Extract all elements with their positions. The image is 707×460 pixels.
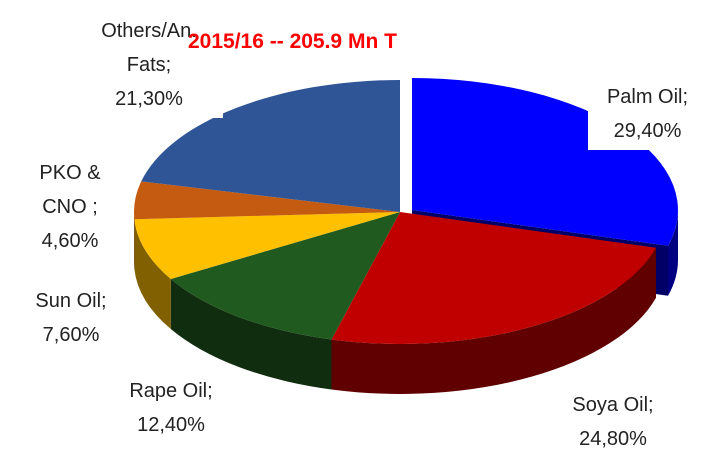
label-category: Others/An. Fats; (101, 20, 197, 76)
data-label: PKO & CNO ; 4,60% (16, 154, 124, 260)
slice (170, 212, 400, 340)
label-value: 21,30% (115, 88, 183, 110)
slice-side (134, 219, 171, 329)
label-value: 7,60% (42, 324, 100, 346)
slice-side (668, 210, 678, 296)
data-label: Palm Oil; 29,40% (588, 78, 707, 150)
label-category: Rape Oil; (129, 380, 213, 402)
data-label: Rape Oil; 12,40% (96, 372, 246, 444)
slice-side (170, 279, 332, 390)
data-label: Sun Oil; 7,60% (12, 282, 130, 354)
label-category: Soya Oil; (572, 394, 654, 416)
label-value: 29,40% (613, 120, 682, 142)
label-category: PKO & CNO ; (39, 162, 101, 218)
label-category: Palm Oil; (606, 86, 689, 108)
label-category: Sun Oil; (35, 290, 107, 312)
slice-side (331, 247, 656, 394)
label-value: 12,40% (137, 414, 205, 436)
slice (133, 181, 400, 220)
label-value: 4,60% (41, 230, 99, 252)
chart-title: 2015/16 -- 205.9 Mn T (188, 30, 397, 53)
slice (412, 78, 678, 246)
data-label: Soya Oil; 24,80% (548, 386, 678, 458)
slice (134, 212, 400, 279)
label-value: 24,80% (579, 428, 647, 450)
slice (331, 212, 656, 344)
data-label: Others/An. Fats; 21,30% (75, 12, 223, 118)
slice (141, 79, 400, 212)
